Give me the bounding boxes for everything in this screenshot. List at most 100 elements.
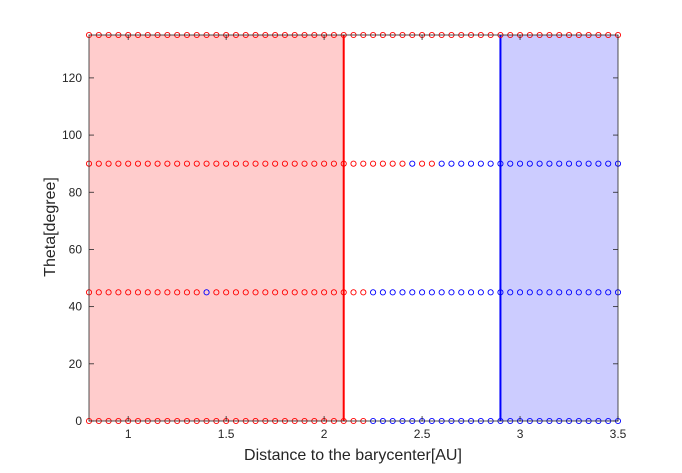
- data-point: [134, 160, 142, 167]
- y-axis-ticks: 0 20 40 60 80 100 120: [62, 71, 618, 428]
- data-point: [448, 160, 455, 167]
- data-point: [556, 289, 563, 296]
- data-point: [565, 160, 573, 167]
- data-point: [458, 160, 465, 167]
- data-point: [389, 289, 396, 296]
- data-point: [477, 289, 484, 296]
- data-point: [203, 289, 210, 296]
- y-tick-label: 80: [69, 185, 83, 199]
- data-point: [516, 160, 524, 167]
- data-point: [95, 289, 102, 296]
- data-point: [291, 289, 298, 296]
- data-point: [340, 289, 347, 296]
- data-point: [125, 289, 132, 296]
- data-point: [144, 289, 151, 296]
- y-tick-label: 60: [69, 242, 83, 256]
- x-tick-label: 2: [321, 427, 328, 441]
- data-point: [262, 289, 269, 296]
- x-tick-label: 1: [125, 427, 132, 441]
- data-point: [409, 289, 416, 296]
- data-point: [536, 289, 543, 296]
- data-point: [291, 160, 298, 167]
- x-tick-label: 1.5: [218, 427, 235, 441]
- data-point: [526, 289, 533, 296]
- data-point: [546, 289, 553, 296]
- data-point: [419, 160, 426, 167]
- data-point: [95, 160, 102, 167]
- data-point: [174, 289, 181, 296]
- data-point: [448, 289, 455, 296]
- data-point: [497, 289, 504, 296]
- x-axis-label: Distance to the barycenter[AU]: [244, 447, 462, 464]
- data-point: [575, 160, 582, 167]
- data-point: [458, 289, 465, 296]
- data-point: [487, 289, 494, 296]
- y-tick-label: 40: [69, 300, 83, 314]
- data-point: [154, 160, 161, 167]
- data-point: [409, 160, 416, 167]
- data-point: [144, 160, 151, 167]
- data-point: [340, 160, 347, 167]
- data-point: [546, 160, 553, 167]
- data-point: [115, 160, 122, 167]
- threshold-lines: [342, 35, 502, 421]
- data-point: [585, 289, 592, 296]
- data-point: [399, 289, 406, 296]
- data-point: [575, 289, 582, 296]
- data-point: [105, 289, 112, 296]
- data-point: [330, 289, 337, 296]
- data-point: [565, 289, 573, 296]
- data-point: [134, 289, 142, 296]
- data-point: [281, 289, 288, 296]
- data-point: [360, 289, 367, 296]
- data-point: [438, 160, 445, 167]
- data-point: [595, 289, 602, 296]
- data-point: [164, 160, 171, 167]
- x-tick-label: 3: [517, 427, 524, 441]
- data-point: [272, 160, 279, 167]
- data-point: [379, 160, 386, 167]
- data-point: [174, 160, 181, 167]
- data-point: [301, 289, 308, 296]
- data-point: [223, 160, 230, 167]
- data-point: [321, 160, 328, 167]
- data-point: [497, 160, 504, 167]
- data-point: [232, 160, 239, 167]
- data-point: [183, 160, 191, 167]
- data-point: [311, 160, 318, 167]
- data-point: [213, 289, 220, 296]
- data-point: [350, 289, 357, 296]
- y-tick-label: 100: [62, 128, 82, 142]
- data-point: [419, 289, 426, 296]
- data-point: [252, 160, 259, 167]
- data-point: [428, 289, 435, 296]
- data-point: [438, 289, 445, 296]
- x-tick-label: 2.5: [414, 427, 431, 441]
- data-point: [477, 160, 484, 167]
- y-tick-label: 20: [69, 357, 83, 371]
- data-point: [585, 160, 592, 167]
- data-point: [272, 289, 279, 296]
- x-tick-label: 3.5: [610, 427, 627, 441]
- data-point: [164, 289, 171, 296]
- data-point: [468, 289, 475, 296]
- data-point: [242, 289, 249, 296]
- data-point: [262, 160, 269, 167]
- data-point: [232, 289, 239, 296]
- y-tick-label: 0: [75, 414, 82, 428]
- data-point: [507, 160, 514, 167]
- data-point: [595, 160, 602, 167]
- data-point: [154, 289, 161, 296]
- data-point: [193, 160, 200, 167]
- data-point: [350, 160, 357, 167]
- x-axis-ticks: 1 1.5 2 2.5 3 3.5: [125, 35, 627, 441]
- data-point: [360, 160, 367, 167]
- data-point: [183, 289, 191, 296]
- data-point: [330, 160, 337, 167]
- data-point: [399, 160, 406, 167]
- data-point: [193, 289, 200, 296]
- data-point: [389, 160, 396, 167]
- data-point: [321, 289, 328, 296]
- data-point: [605, 160, 612, 167]
